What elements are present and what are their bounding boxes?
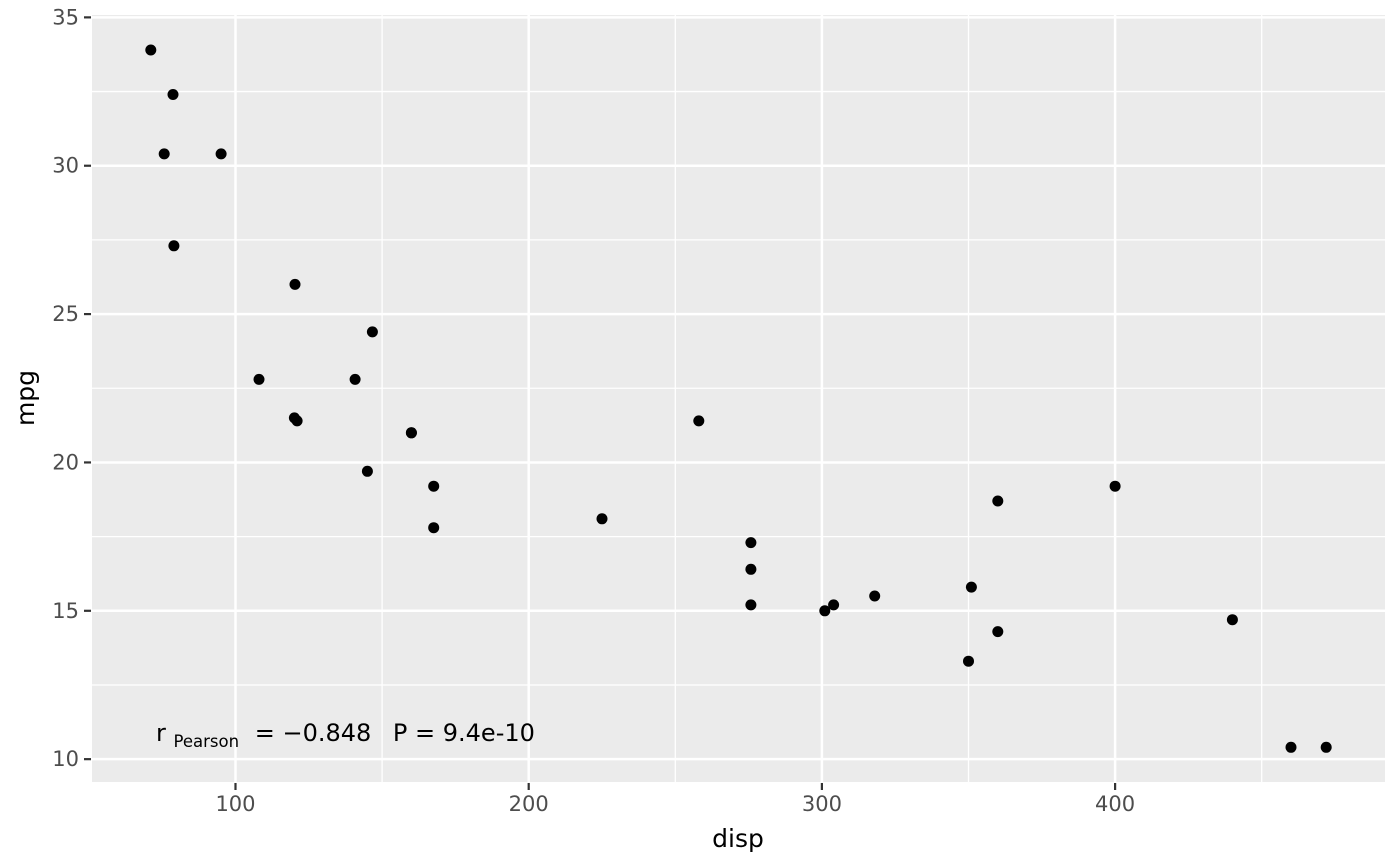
correlation-r-subscript: Pearson — [174, 732, 240, 751]
data-point — [1109, 480, 1121, 492]
data-point — [745, 537, 757, 549]
correlation-annotation: r Pearson = −0.848 P = 9.4e-10 — [156, 719, 535, 753]
data-point — [349, 373, 361, 385]
gridlines-minor — [92, 15, 1385, 782]
data-point — [253, 373, 265, 385]
correlation-r-value: = −0.848 — [255, 719, 372, 747]
y-axis-tick-label: 15 — [52, 599, 79, 623]
correlation-p-value: P = 9.4e-10 — [393, 719, 535, 747]
x-axis-tick-label: 300 — [802, 792, 842, 816]
data-point — [167, 89, 179, 100]
x-axis-tick-label: 400 — [1095, 792, 1135, 816]
data-point — [819, 605, 831, 617]
y-axis-tick-label: 25 — [52, 302, 79, 326]
data-point — [869, 590, 881, 602]
data-points — [145, 44, 1332, 753]
data-point — [965, 581, 977, 593]
data-point — [1320, 741, 1332, 753]
correlation-r-symbol: r — [156, 719, 166, 747]
data-point — [596, 513, 608, 525]
gridlines-major — [92, 15, 1385, 782]
x-axis-title: disp — [712, 824, 764, 853]
data-point — [745, 599, 757, 611]
y-axis-tick-label: 35 — [52, 5, 79, 29]
data-point — [745, 563, 757, 575]
data-point — [1285, 741, 1297, 753]
data-point — [405, 427, 417, 439]
plot-panel — [92, 15, 1385, 782]
data-point — [828, 599, 840, 611]
data-point — [963, 655, 974, 667]
y-axis-tick-label: 10 — [52, 747, 79, 771]
y-axis-title: mpg — [11, 370, 40, 426]
data-point — [168, 240, 180, 252]
data-point — [215, 148, 227, 160]
data-point — [992, 495, 1004, 507]
data-point — [366, 326, 378, 338]
y-axis: 10 15 20 25 30 35 — [52, 5, 91, 771]
x-axis-tick-label: 100 — [215, 792, 255, 816]
data-point — [291, 415, 303, 427]
x-axis: 100 200 300 400 — [215, 783, 1135, 816]
data-point — [428, 480, 440, 492]
data-point — [361, 465, 373, 477]
data-point — [289, 278, 301, 290]
y-axis-tick-label: 20 — [52, 450, 79, 474]
data-point — [428, 522, 440, 534]
data-point — [145, 44, 157, 56]
data-point — [1226, 614, 1238, 626]
data-point — [992, 626, 1004, 638]
data-point — [158, 148, 170, 160]
data-point — [693, 415, 705, 427]
y-axis-tick-label: 30 — [52, 154, 79, 178]
x-axis-tick-label: 200 — [509, 792, 549, 816]
